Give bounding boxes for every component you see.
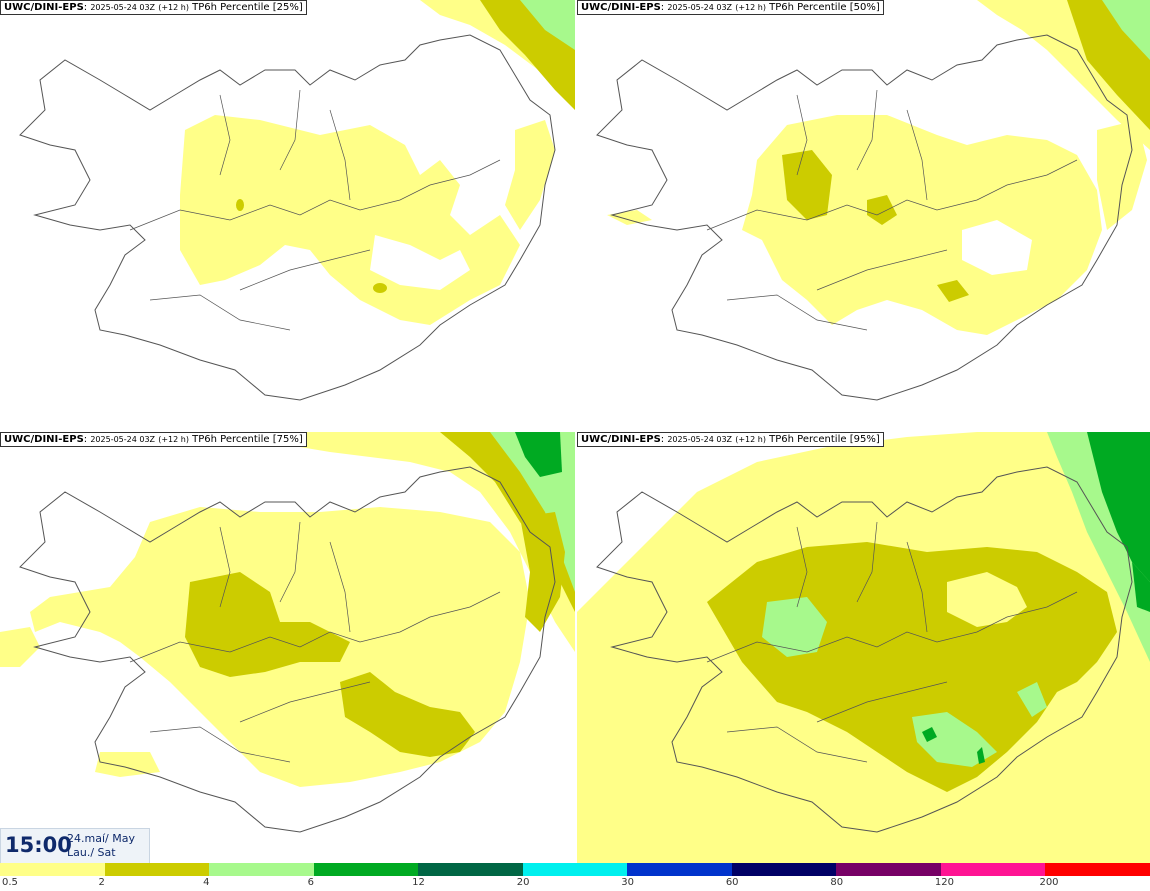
legend-swatch bbox=[209, 863, 315, 876]
model-name: UWC/DINI-EPS bbox=[581, 434, 661, 445]
precip-map-75 bbox=[0, 432, 575, 833]
legend-swatch bbox=[313, 863, 419, 876]
legend-swatch bbox=[731, 863, 837, 876]
legend-label: 60 bbox=[725, 877, 739, 888]
legend-swatch bbox=[627, 863, 733, 876]
percentile-label: [50%] bbox=[849, 2, 880, 13]
legend-label: 12 bbox=[412, 877, 425, 888]
legend-label: 0.5 bbox=[2, 877, 18, 888]
lead-time: (+12 h) bbox=[735, 435, 766, 444]
legend-label: 4 bbox=[203, 877, 210, 888]
percentile-label: [95%] bbox=[849, 434, 880, 445]
model-name: UWC/DINI-EPS bbox=[4, 434, 84, 445]
legend-label: 30 bbox=[621, 877, 634, 888]
panel-caption: UWC/DINI-EPS: 2025-05-24 03Z (+12 h) TP6… bbox=[577, 432, 884, 447]
product-name: TP6h Percentile bbox=[192, 2, 270, 13]
panel-caption: UWC/DINI-EPS: 2025-05-24 03Z (+12 h) TP6… bbox=[577, 0, 884, 15]
map-panel-25: UWC/DINI-EPS: 2025-05-24 03Z (+12 h) TP6… bbox=[0, 0, 575, 432]
percentile-label: [25%] bbox=[272, 2, 303, 13]
valid-date: 24.maí/ May bbox=[67, 832, 135, 845]
legend-swatch bbox=[836, 863, 942, 876]
map-panel-75: UWC/DINI-EPS: 2025-05-24 03Z (+12 h) TP6… bbox=[0, 432, 575, 864]
model-name: UWC/DINI-EPS bbox=[4, 2, 84, 13]
color-legend: 0.5 2 4 6 12 20 30 60 80 120 200 bbox=[0, 863, 1150, 891]
legend-label: 120 bbox=[934, 877, 954, 888]
panel-caption: UWC/DINI-EPS: 2025-05-24 03Z (+12 h) TP6… bbox=[0, 0, 307, 15]
lead-time: (+12 h) bbox=[158, 435, 189, 444]
product-name: TP6h Percentile bbox=[769, 434, 847, 445]
run-time: 2025-05-24 03Z bbox=[90, 3, 156, 12]
valid-time-box: 15:00 24.maí/ May Lau./ Sat bbox=[0, 828, 150, 864]
panel-divider bbox=[575, 0, 577, 863]
run-time: 2025-05-24 03Z bbox=[667, 435, 733, 444]
lead-time: (+12 h) bbox=[735, 3, 766, 12]
legend-swatch bbox=[522, 863, 628, 876]
map-panel-95: UWC/DINI-EPS: 2025-05-24 03Z (+12 h) TP6… bbox=[577, 432, 1150, 864]
legend-swatch bbox=[0, 863, 106, 876]
product-name: TP6h Percentile bbox=[769, 2, 847, 13]
percentile-label: [75%] bbox=[272, 434, 303, 445]
panel-caption: UWC/DINI-EPS: 2025-05-24 03Z (+12 h) TP6… bbox=[0, 432, 307, 447]
legend-swatch bbox=[1045, 863, 1150, 876]
legend-swatch bbox=[104, 863, 210, 876]
product-name: TP6h Percentile bbox=[192, 434, 270, 445]
precip-map-95 bbox=[577, 432, 1150, 863]
legend-swatch bbox=[940, 863, 1046, 876]
model-name: UWC/DINI-EPS bbox=[581, 2, 661, 13]
run-time: 2025-05-24 03Z bbox=[667, 3, 733, 12]
precip-map-25 bbox=[19, 0, 575, 401]
valid-clock: 15:00 bbox=[5, 833, 72, 857]
valid-weekday: Lau./ Sat bbox=[67, 846, 116, 859]
legend-label: 2 bbox=[98, 877, 105, 888]
lead-time: (+12 h) bbox=[158, 3, 189, 12]
precip-map-50 bbox=[596, 0, 1150, 401]
legend-label: 80 bbox=[830, 877, 844, 888]
legend-label: 200 bbox=[1039, 877, 1059, 888]
legend-swatch bbox=[418, 863, 524, 876]
legend-label: 6 bbox=[307, 877, 314, 888]
run-time: 2025-05-24 03Z bbox=[90, 435, 156, 444]
legend-label: 20 bbox=[516, 877, 530, 888]
map-panel-50: UWC/DINI-EPS: 2025-05-24 03Z (+12 h) TP6… bbox=[577, 0, 1150, 432]
